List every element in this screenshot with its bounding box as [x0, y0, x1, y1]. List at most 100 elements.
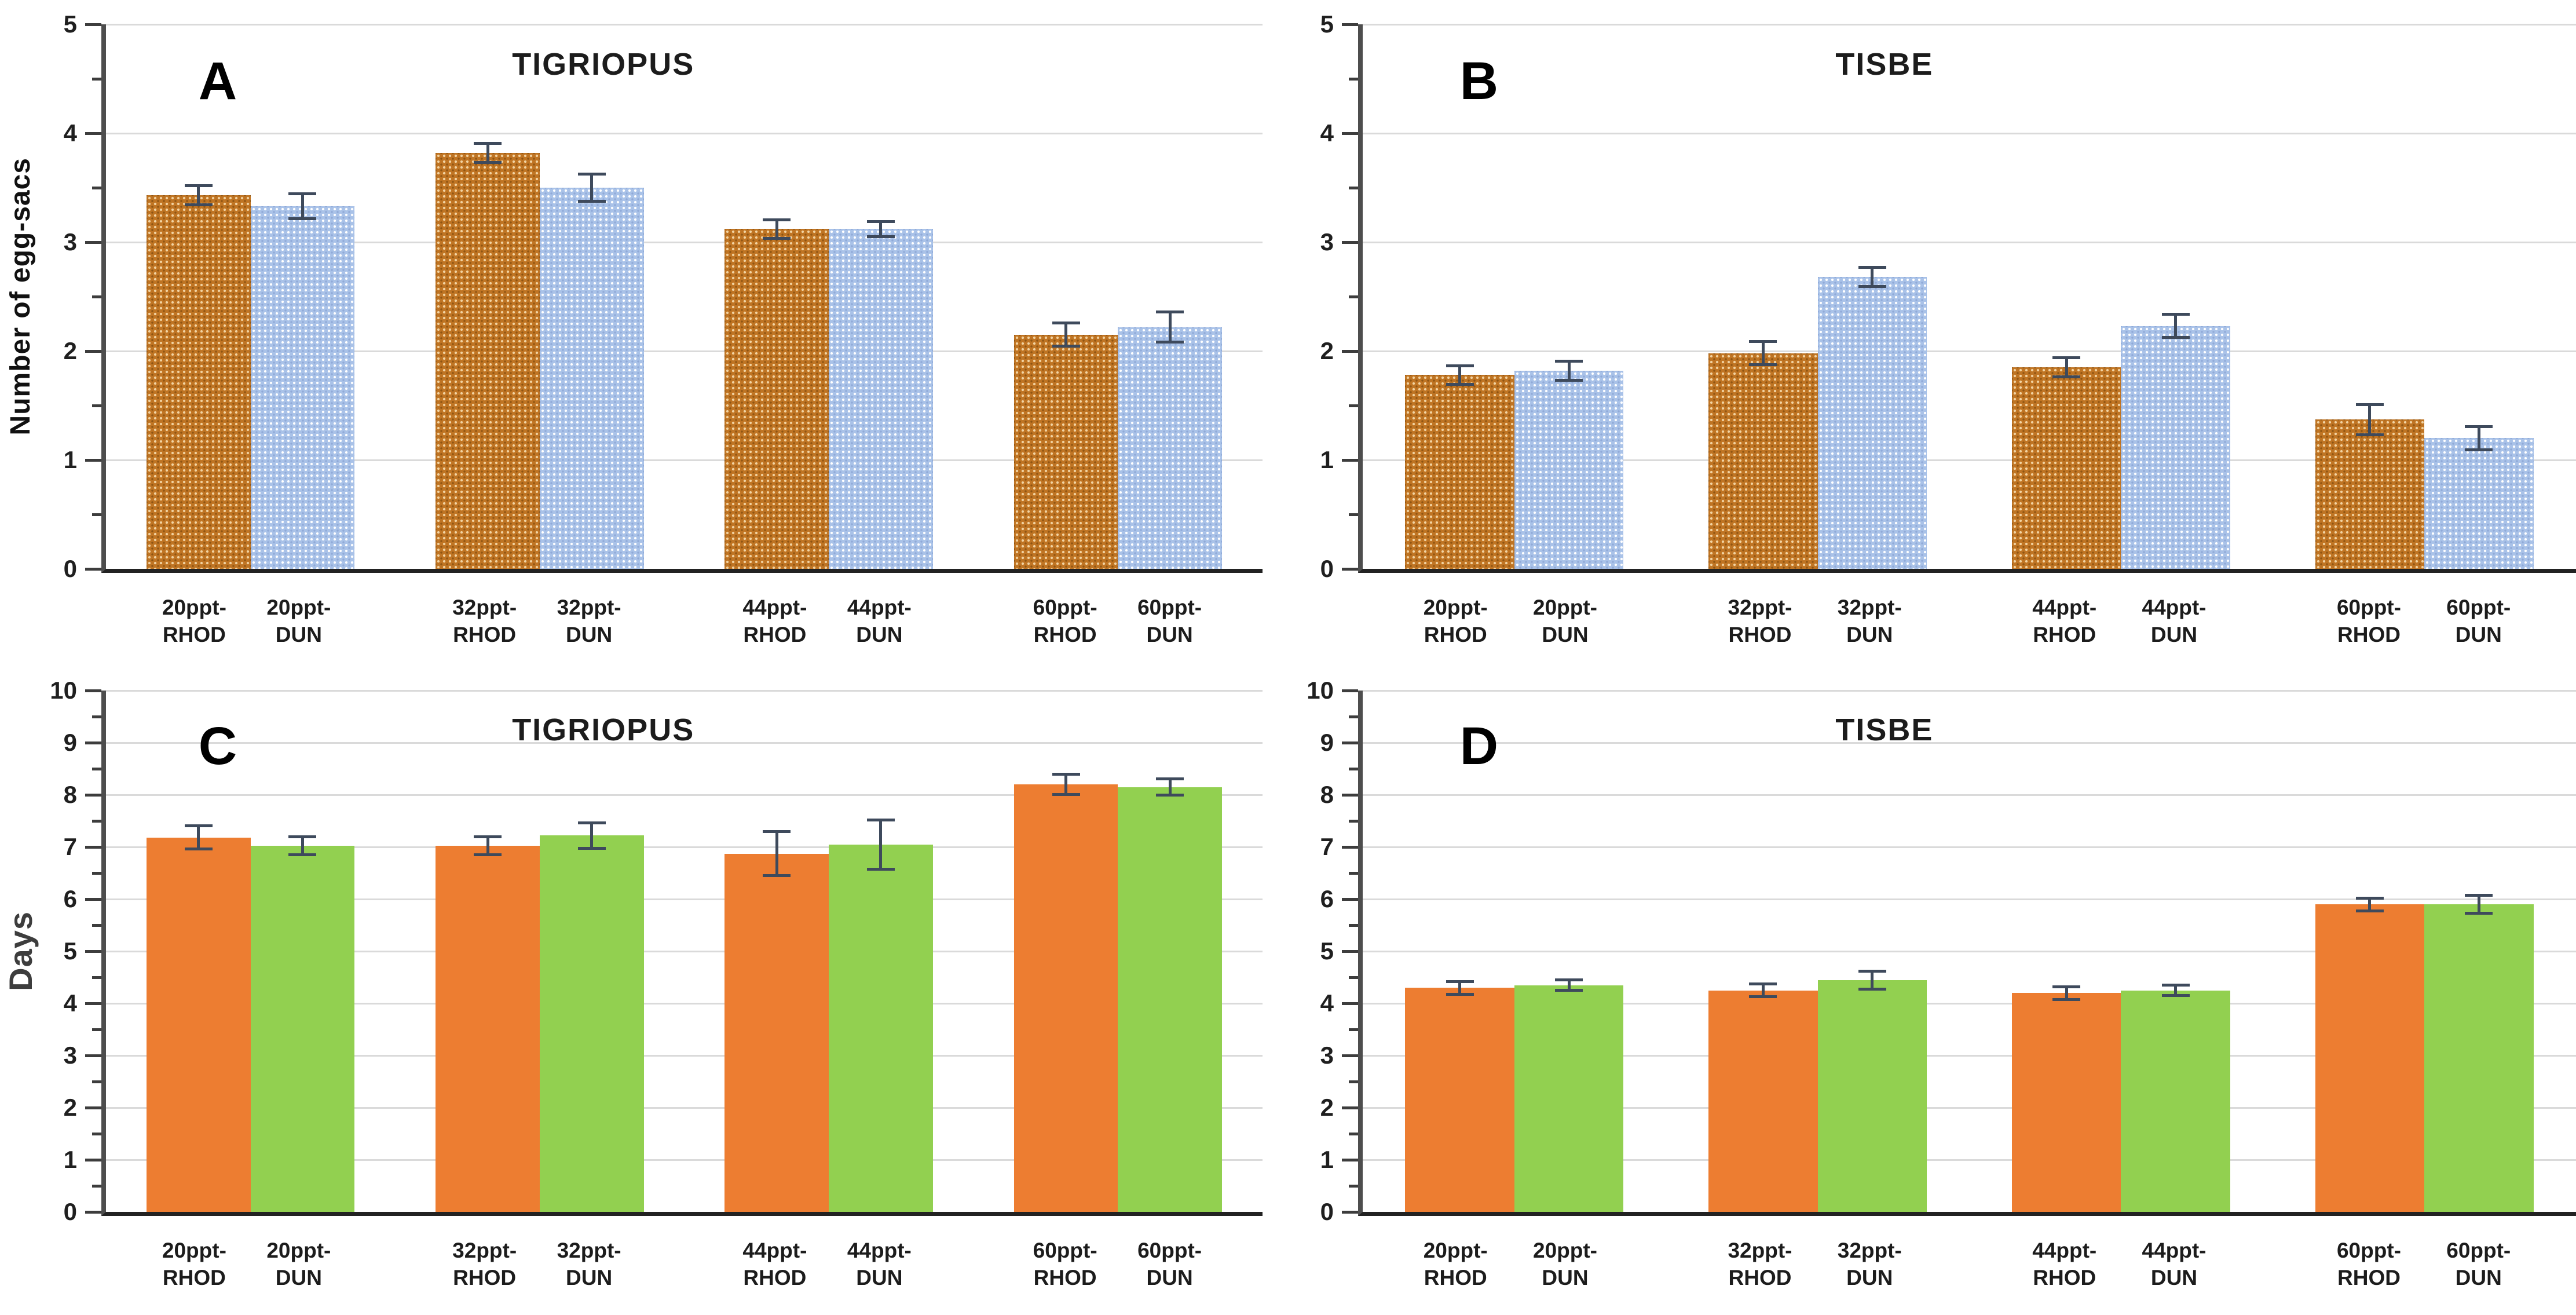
y-minor-tick — [92, 715, 101, 718]
y-minor-tick — [92, 1080, 101, 1083]
bar-group — [1666, 24, 1970, 569]
panel-title: TISBE — [1835, 712, 1934, 747]
gridline — [1363, 132, 2576, 134]
x-tick-label: 60ppt- DUN — [1117, 594, 1221, 648]
error-bar — [2465, 894, 2493, 915]
panel-d: 0 1 2 3 4 5 6 7 8 9 10 D TISBE 20ppt- RHOD 20ppt- DUN… — [1263, 675, 2576, 1315]
bar-44ppt-rhod — [2011, 356, 2121, 569]
y-major-tick — [1342, 741, 1358, 744]
x-tick-label-line1: 32ppt- — [1728, 596, 1792, 619]
y-tick-label: 6 — [63, 885, 77, 912]
y-tick-label: 3 — [63, 228, 77, 255]
y-major-tick — [1342, 793, 1358, 797]
x-tick-label: 32ppt- DUN — [1815, 1237, 1924, 1291]
x-tick-label: 20ppt- RHOD — [1401, 594, 1510, 648]
y-tick-label: 4 — [1320, 119, 1334, 147]
error-bar-line — [2065, 359, 2068, 375]
y-tick-label: 10 — [50, 677, 77, 704]
x-tick-label: 20ppt- DUN — [247, 1237, 351, 1291]
x-tick-label-line2: DUN — [856, 623, 903, 646]
y-tick-label: 5 — [63, 10, 77, 38]
y-major-tick — [1342, 897, 1358, 901]
y-major-tick — [1342, 1054, 1358, 1057]
y-minor-tick — [92, 819, 101, 823]
y-minor-tick — [92, 1184, 101, 1188]
y-minor-tick — [92, 77, 101, 81]
bar-group — [974, 691, 1263, 1212]
error-bar — [474, 142, 502, 164]
x-tick-label: 20ppt- DUN — [1510, 594, 1620, 648]
y-tick-label: 0 — [63, 1198, 77, 1225]
bar-group — [685, 24, 974, 569]
x-label-group: 60ppt- RHOD 60ppt- DUN — [972, 1237, 1263, 1291]
gridline — [106, 1054, 1263, 1057]
y-major-tick — [85, 23, 101, 26]
x-tick-label-line1: 44ppt- — [2032, 596, 2097, 619]
error-bar-line — [2174, 316, 2178, 337]
panel-title: TIGRIOPUS — [512, 47, 695, 82]
gridline — [1363, 241, 2576, 243]
x-tick-label-line1: 60ppt- — [1033, 1239, 1097, 1262]
error-bar — [763, 830, 791, 878]
y-tick-label: 8 — [63, 781, 77, 808]
y-major-tick — [85, 793, 101, 797]
error-bar — [1446, 980, 1474, 996]
error-bar-line — [301, 195, 304, 218]
y-tick-label: 9 — [1320, 729, 1334, 756]
x-label-group: 44ppt- RHOD 44ppt- DUN — [1967, 594, 2272, 648]
y-minor-tick — [1349, 1184, 1358, 1188]
x-tick-label-line1: 44ppt- — [742, 1239, 807, 1262]
panel-d-y-axis: 0 1 2 3 4 5 6 7 8 9 10 — [1263, 678, 1358, 1224]
x-tick-label-line2: RHOD — [743, 1266, 807, 1290]
x-tick-label-line1: 60ppt- — [1137, 1239, 1202, 1262]
error-bar-line — [2368, 406, 2372, 433]
x-tick-label: 44ppt- DUN — [827, 594, 931, 648]
bar-60ppt-dun — [2424, 425, 2534, 569]
x-tick-label-line2: DUN — [1146, 623, 1193, 646]
x-tick-label-line2: DUN — [1146, 1266, 1193, 1290]
x-label-group: 60ppt- RHOD 60ppt- DUN — [2271, 1237, 2576, 1291]
panel-a-ylabel-column: Number of egg-sacs — [0, 24, 41, 569]
y-minor-tick — [92, 871, 101, 875]
error-bar-line — [1761, 343, 1765, 364]
y-major-tick — [1342, 689, 1358, 692]
y-tick-label: 5 — [1320, 10, 1334, 38]
x-label-group: 20ppt- RHOD 20ppt- DUN — [101, 594, 391, 648]
error-bar — [2052, 985, 2081, 1001]
panel-d-plot-area: D TISBE — [1358, 689, 2576, 1216]
y-minor-tick — [1349, 767, 1358, 770]
x-tick-label-line2: RHOD — [1728, 1266, 1792, 1290]
bar-44ppt-rhod — [724, 830, 829, 1212]
x-tick-label-line1: 44ppt- — [2142, 1239, 2207, 1262]
error-bar — [577, 821, 606, 850]
gridline — [1363, 1002, 2576, 1004]
error-bar-line — [301, 838, 304, 854]
y-major-tick — [85, 741, 101, 744]
bar-group — [1363, 691, 1666, 1212]
bar-20ppt-dun — [1514, 360, 1624, 569]
x-tick-label-line2: DUN — [1542, 1266, 1589, 1290]
x-label-group: 44ppt- RHOD 44ppt- DUN — [682, 1237, 972, 1291]
bar-group — [1970, 24, 2273, 569]
x-tick-label: 60ppt- RHOD — [2314, 1237, 2424, 1291]
y-minor-tick — [1349, 513, 1358, 516]
y-minor-tick — [92, 976, 101, 979]
y-major-tick — [85, 689, 101, 692]
y-minor-tick — [92, 513, 101, 516]
y-minor-tick — [1349, 404, 1358, 407]
x-tick-label: 32ppt- RHOD — [432, 594, 536, 648]
y-minor-tick — [1349, 1028, 1358, 1031]
error-bar — [1555, 978, 1583, 992]
y-minor-tick — [1349, 186, 1358, 189]
y-tick-label: 3 — [1320, 1042, 1334, 1069]
error-bar — [2465, 425, 2493, 451]
bar-60ppt-rhod — [1013, 773, 1118, 1212]
x-tick-label-line1: 20ppt- — [1533, 1239, 1597, 1262]
x-tick-label-line2: RHOD — [453, 1266, 517, 1290]
y-minor-tick — [1349, 1132, 1358, 1135]
y-major-tick — [1342, 240, 1358, 244]
bar-group — [106, 24, 395, 569]
y-minor-tick — [1349, 871, 1358, 875]
y-tick-label: 2 — [1320, 1094, 1334, 1121]
y-minor-tick — [1349, 295, 1358, 298]
